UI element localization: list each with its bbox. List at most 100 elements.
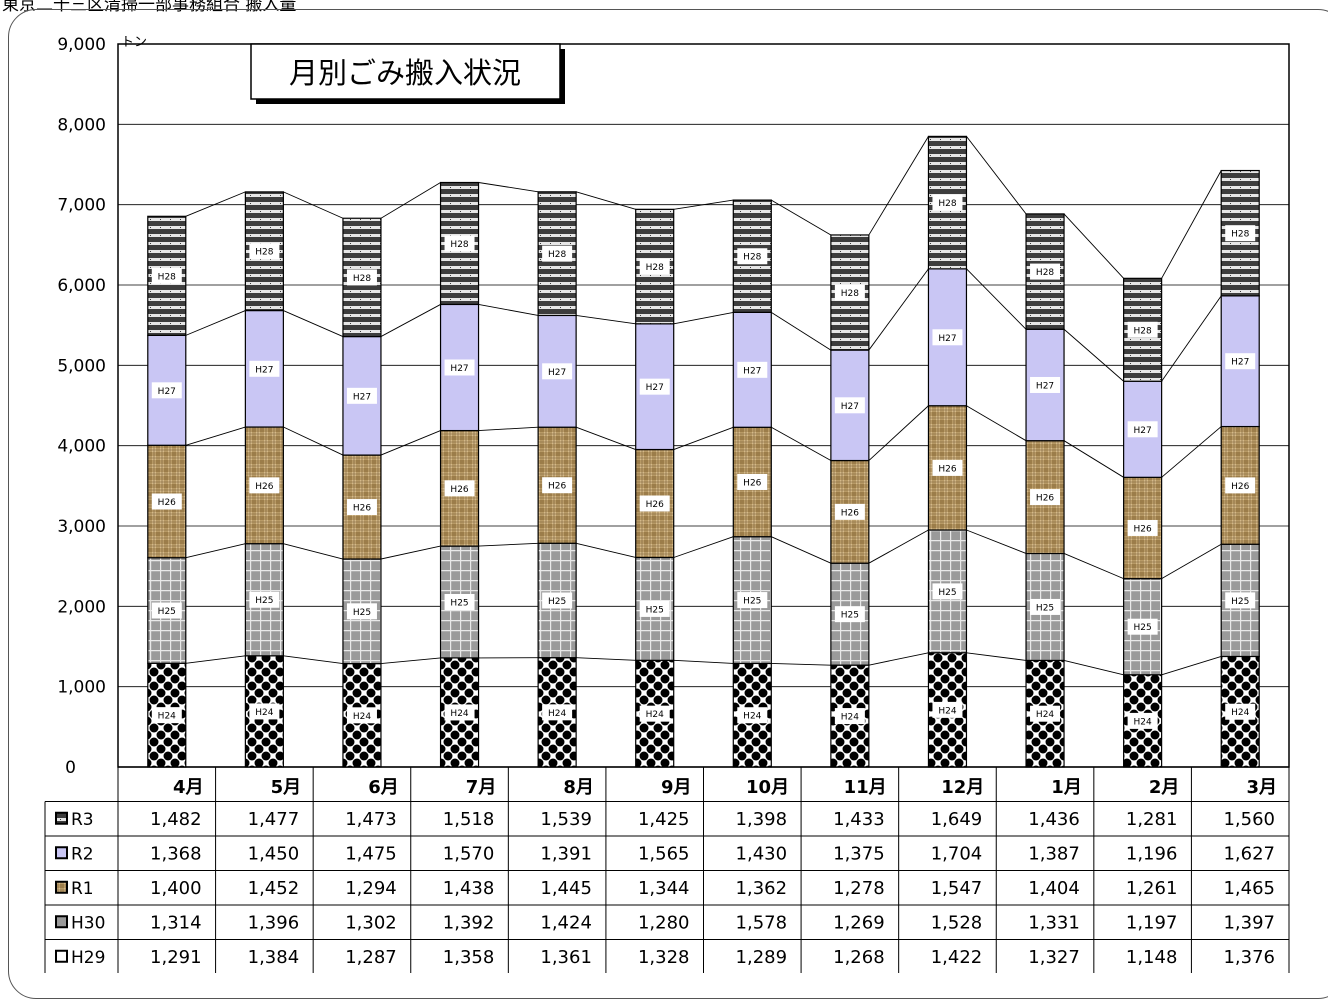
segment-label: H27 (255, 365, 273, 375)
y-tick-label: 7,000 (57, 196, 106, 216)
connector-h29 (576, 658, 636, 661)
segment-label: H24 (646, 710, 664, 720)
table-cell: 1,148 (1126, 947, 1178, 968)
segment-label: H27 (158, 387, 176, 397)
connector-h30 (771, 537, 831, 564)
segment-label: H24 (450, 709, 468, 719)
segment-label: H26 (646, 500, 664, 510)
table-cell: 1,269 (833, 912, 885, 933)
segment-label: H27 (353, 392, 371, 402)
table-cell: 1,331 (1028, 912, 1080, 933)
segment-label: H28 (548, 250, 566, 260)
segment-label: H25 (938, 588, 956, 598)
connector-h29 (283, 656, 343, 664)
segment-label: H25 (841, 611, 859, 621)
table-header-month: 5月 (271, 777, 302, 798)
segment-label: H25 (548, 597, 566, 607)
connector-r3 (869, 136, 929, 235)
y-tick-label: 1,000 (57, 678, 106, 698)
table-cell: 1,438 (443, 878, 495, 899)
segment-label: H28 (353, 274, 371, 284)
connector-r1 (479, 427, 539, 430)
segment-label: H25 (353, 608, 371, 618)
table-cell: 1,392 (443, 912, 495, 933)
table-header-month: 7月 (466, 777, 497, 798)
table-cell: 1,344 (638, 878, 690, 899)
connector-h29 (1064, 660, 1124, 674)
table-header-month: 11月 (844, 777, 887, 798)
connector-h30 (869, 530, 929, 563)
segment-label: H26 (1231, 482, 1249, 492)
connector-r3 (186, 192, 246, 216)
connector-r1 (283, 427, 343, 455)
table-cell: 1,327 (1028, 947, 1080, 968)
y-tick-label: 8,000 (57, 115, 106, 135)
table-header-month: 1月 (1051, 777, 1082, 798)
segment-label: H25 (158, 607, 176, 617)
segment-label: H27 (938, 334, 956, 344)
table-cell: 1,477 (248, 809, 300, 830)
segment-label: H28 (158, 272, 176, 282)
table-cell: 1,445 (540, 878, 592, 899)
table-cell: 1,560 (1223, 809, 1275, 830)
segment-label: H25 (1134, 623, 1152, 633)
connector-r2 (283, 311, 343, 337)
y-tick-label: 0 (65, 758, 76, 778)
table-cell: 1,422 (931, 947, 983, 968)
segment-label: H25 (1036, 603, 1054, 613)
legend-swatch-h30 (56, 916, 67, 927)
connector-h30 (1162, 544, 1222, 578)
table-cell: 1,289 (736, 947, 788, 968)
y-tick-label: 2,000 (57, 597, 106, 617)
table-cell: 1,430 (736, 843, 788, 864)
table-cell: 1,361 (540, 947, 592, 968)
table-cell: 1,281 (1126, 809, 1178, 830)
connector-h29 (771, 663, 831, 665)
y-tick-label: 5,000 (57, 356, 106, 376)
segment-label: H26 (353, 504, 371, 514)
connector-h29 (381, 658, 441, 664)
y-tick-label: 9,000 (57, 35, 106, 55)
table-cell: 1,362 (736, 878, 788, 899)
connector-r3 (1162, 171, 1222, 279)
table-cell: 1,291 (150, 947, 202, 968)
segment-label: H27 (743, 366, 761, 376)
segment-label: H28 (255, 248, 273, 258)
connector-r3 (771, 200, 831, 235)
table-header-month: 12月 (941, 777, 984, 798)
table-cell: 1,565 (638, 843, 690, 864)
segment-label: H26 (1036, 494, 1054, 504)
table-cell: 1,404 (1028, 878, 1080, 899)
table-cell: 1,649 (931, 809, 983, 830)
table-cell: 1,424 (540, 912, 592, 933)
connector-h30 (576, 543, 636, 557)
connector-h29 (674, 660, 734, 663)
connector-r1 (966, 406, 1026, 441)
connector-r2 (479, 304, 539, 315)
table-cell: 1,278 (833, 878, 885, 899)
segment-label: H24 (1231, 708, 1249, 718)
connector-r2 (869, 269, 929, 350)
connector-r1 (1162, 427, 1222, 478)
segment-label: H24 (353, 712, 371, 722)
segment-label: H25 (450, 598, 468, 608)
legend-swatch-r3 (56, 813, 67, 824)
connector-h29 (186, 656, 246, 663)
segment-label: H28 (938, 199, 956, 209)
segment-label: H28 (841, 289, 859, 299)
segment-label: H24 (1036, 710, 1054, 720)
y-unit-label: トン (121, 35, 147, 50)
segment-label: H24 (841, 713, 859, 723)
table-cell: 1,387 (1028, 843, 1080, 864)
segment-label: H24 (743, 712, 761, 722)
connector-r3 (283, 192, 343, 218)
connector-r2 (771, 312, 831, 350)
table-cell: 1,704 (931, 843, 983, 864)
gridlines (118, 44, 1289, 767)
segment-label: H24 (158, 712, 176, 722)
connector-r1 (1064, 441, 1124, 478)
table-cell: 1,450 (248, 843, 300, 864)
stacked-bar-chart: H24 H25 H26 H27 H28 H24 H25 H26 H27 H28 H24 H25 H26 H… (0, 0, 1328, 973)
connector-r2 (186, 311, 246, 336)
